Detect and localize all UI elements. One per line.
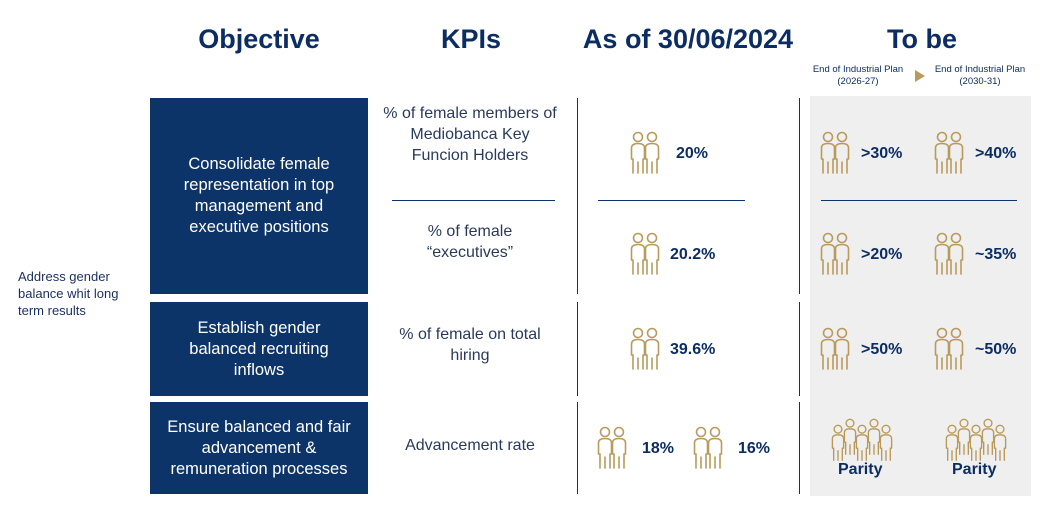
row1-target-divider [821,200,1017,201]
header-to-be: To be [887,24,957,54]
people-pair-icon [693,426,727,470]
triangle-arrow-icon [915,70,925,82]
target-1-value: >50% [861,341,903,358]
divider-target-1 [799,98,800,294]
people-pair-icon [820,327,854,371]
current-value: 20% [676,145,709,162]
divider-target-3 [799,402,800,494]
kpi-label-advancement: Advancement rate [405,437,535,454]
kpi-label-hiring: % of female on total hiring [399,326,541,364]
header-objective: Objective [198,24,320,54]
objective-box-1: Consolidate female representation in top… [150,98,368,294]
objective-box-2: Establish gender balanced recruiting inf… [150,302,368,396]
people-pair-icon [630,232,664,276]
people-pair-icon [820,131,854,175]
plan-2-label: End of Industrial Plan (2030-31) [934,64,1026,87]
header-as-of: As of 30/06/2024 [582,24,794,54]
current-value: 39.6% [670,341,716,358]
plan-1-label: End of Industrial Plan (2026-27) [812,64,904,87]
people-pair-icon [934,327,968,371]
target-1-value: >30% [861,145,903,162]
people-pair-icon [934,232,968,276]
side-label: Address gender balance whit long term re… [18,269,119,318]
target-2-value: ~50% [975,341,1017,358]
divider-current-1 [577,98,578,294]
people-group-icon [944,418,1008,462]
kpi-label-key-function-holders: % of female members of Mediobanca Key Fu… [383,105,557,164]
current-value: 20.2% [670,246,716,263]
objective-box-3: Ensure balanced and fair advancement & r… [150,402,368,494]
row1-kpi-divider [392,200,555,201]
people-group-icon [830,418,894,462]
target-1-value: >20% [861,246,903,263]
people-pair-icon [820,232,854,276]
people-pair-icon [630,327,664,371]
current-value-a: 18% [642,440,675,457]
people-pair-icon [597,426,631,470]
target-2-value: >40% [975,145,1017,162]
divider-current-3 [577,402,578,494]
people-pair-icon [630,131,664,175]
target-2-value: ~35% [975,246,1017,263]
row1-current-divider [598,200,745,201]
people-pair-icon [934,131,968,175]
divider-target-2 [799,302,800,396]
target-2-parity: Parity [952,461,997,478]
current-value-b: 16% [738,440,771,457]
target-1-parity: Parity [838,461,883,478]
kpi-label-executives: % of female “executives” [426,223,514,261]
divider-current-2 [577,302,578,396]
header-kpis: KPIs [440,24,502,54]
